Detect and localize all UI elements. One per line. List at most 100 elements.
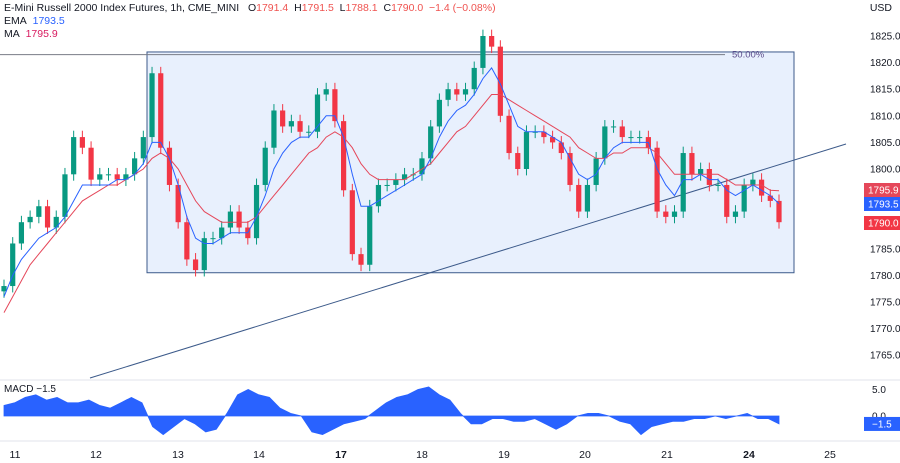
candle-body (132, 158, 138, 175)
candle-body (758, 179, 765, 196)
ma-legend[interactable]: MA 1795.9 (4, 28, 496, 41)
candle-body (593, 158, 599, 185)
candle-body (419, 158, 425, 175)
symbol-title[interactable]: E-Mini Russell 2000 Index Futures, 1h, C… (4, 2, 240, 14)
candle-body (445, 89, 451, 100)
candle-body (471, 67, 477, 90)
time-tick-label: 12 (90, 449, 102, 461)
time-tick-label: 25 (824, 449, 836, 461)
time-tick-label: 13 (172, 449, 184, 461)
price-tick-label: 1780.0 (870, 271, 900, 282)
candle-body (750, 179, 756, 185)
time-tick-label: 18 (416, 449, 428, 461)
macd-tick-label: 5.0 (872, 385, 886, 396)
price-label-badge (864, 197, 900, 211)
price-tick-label: 1770.0 (870, 324, 900, 335)
candle-body (227, 211, 234, 228)
candle-body (175, 184, 181, 223)
price-tick-label: 1765.0 (870, 351, 900, 362)
candle-body (715, 184, 721, 186)
time-tick-label: 20 (579, 449, 591, 461)
candle-body (140, 137, 146, 159)
candle-body (349, 190, 355, 255)
candle-body (706, 169, 712, 185)
ema-value: 1793.5 (32, 15, 65, 27)
change-value: −1.4 (−0.08%) (429, 2, 496, 14)
price-axis[interactable]: 1765.0 1770.0 1775.0 1780.0 1785.0 1790.0 1795… (864, 32, 900, 362)
candle-body (776, 200, 782, 223)
candle-body (36, 206, 42, 217)
candle-body (375, 184, 382, 207)
candle-body (358, 254, 364, 265)
candle-body (97, 174, 103, 180)
candle-body (192, 259, 199, 271)
candle-body (297, 121, 303, 132)
range-box (146, 51, 795, 274)
candle-body (628, 137, 634, 139)
candle-body (236, 211, 242, 228)
candle-body (584, 184, 591, 212)
candle-body (71, 137, 77, 175)
candle-body (637, 137, 643, 139)
macd-value-badge (864, 416, 900, 431)
price-label-text: 1795.9 (868, 186, 899, 197)
candle-body (654, 147, 660, 212)
currency-label: USD (869, 2, 892, 14)
time-tick-label: 19 (498, 449, 510, 461)
candle-body (262, 147, 268, 185)
candle-body (18, 222, 25, 244)
price-tick-label: 1800.0 (870, 165, 900, 176)
candle-body (393, 179, 399, 185)
price-label-text: 1793.5 (868, 200, 899, 211)
candle-body (184, 222, 190, 260)
price-tick-label: 1810.0 (870, 111, 900, 122)
candle-body (671, 211, 678, 217)
candle-body (158, 73, 164, 148)
candle-body (62, 174, 68, 217)
candle-body (428, 126, 434, 159)
price-tick-label: 1815.0 (870, 85, 900, 96)
price-label-badge (864, 216, 900, 230)
time-tick-label: 21 (661, 449, 673, 461)
candle-body (767, 195, 773, 201)
candle-body (271, 110, 277, 148)
macd-label: MACD (4, 384, 34, 395)
candle-body (201, 238, 207, 271)
candle-body (253, 184, 260, 239)
macd-area (3, 386, 780, 436)
candle-body (724, 184, 730, 217)
candle-body (367, 206, 373, 265)
candle-body (480, 36, 486, 68)
ema-legend[interactable]: EMA 1793.5 (4, 15, 496, 28)
candle-body (88, 147, 94, 180)
candle-body (558, 142, 564, 154)
candle-body (489, 36, 495, 47)
candle-body (619, 126, 625, 138)
ema-label: EMA (4, 15, 27, 27)
time-tick-label: 24 (743, 449, 755, 461)
candle-body (1, 286, 7, 292)
candle-body (210, 238, 216, 240)
candle-body (280, 110, 286, 127)
ohlc-values: O1791.4 H1791.5 L1788.1 C1790.0 −1.4 (−0… (247, 2, 496, 14)
macd-legend[interactable]: MACD −1.5 (4, 384, 56, 395)
candle-body (541, 131, 547, 138)
candle-body (515, 153, 521, 169)
time-axis[interactable]: 11 12 13 14 17 18 19 20 21 24 25 (0, 440, 900, 461)
candle-body (663, 211, 669, 217)
candle-body (166, 147, 173, 185)
close-value: 1790.0 (391, 2, 424, 14)
candle-body (680, 153, 686, 212)
indicator-lines (3, 67, 780, 313)
high-value: 1791.5 (301, 2, 334, 14)
candle-body (27, 216, 33, 223)
candle-body (79, 137, 85, 148)
candle-body (314, 94, 321, 132)
time-tick-label: 11 (10, 449, 21, 461)
candle-body (306, 131, 312, 133)
candle-body (523, 131, 530, 169)
candle-body (219, 227, 225, 239)
open-value: 1791.4 (256, 2, 289, 14)
candle-body (323, 89, 329, 95)
